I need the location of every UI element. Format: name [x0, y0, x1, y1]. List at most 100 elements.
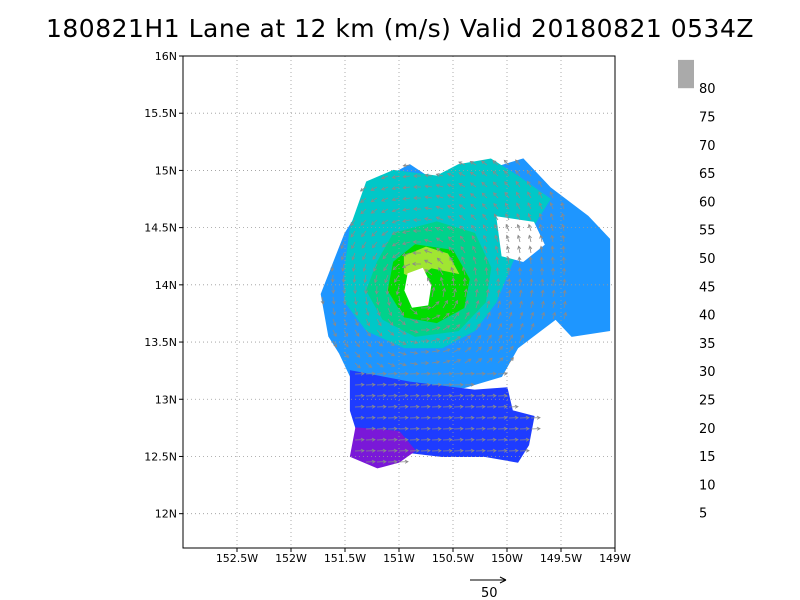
wind-vector-373 — [431, 382, 442, 387]
wind-vector-296 — [464, 323, 471, 331]
wind-vector-336 — [508, 345, 514, 353]
wind-vector-66 — [470, 203, 477, 210]
wind-vector-152 — [517, 245, 522, 254]
wind-vector-156 — [561, 245, 566, 254]
wind-vector-128 — [483, 234, 488, 243]
wind-vector-388 — [475, 393, 486, 398]
wind-vector-356 — [398, 371, 409, 376]
wind-vector-30 — [458, 183, 466, 188]
wind-vector-366 — [354, 382, 365, 387]
wind-vector-87 — [482, 213, 488, 221]
wind-vector-245 — [387, 307, 392, 317]
wind-vector-259 — [541, 300, 545, 309]
wind-vector-412 — [420, 415, 431, 420]
wind-vector-26 — [413, 185, 421, 189]
wind-vector-283 — [563, 311, 567, 320]
wind-vector-351 — [508, 357, 514, 364]
colorbar: 5 10 15 20 25 30 35 40 45 50 55 60 65 70 75 80 — [678, 59, 716, 522]
wind-vector-345 — [442, 359, 451, 364]
wind-vector-192 — [495, 266, 500, 276]
wind-vector-379 — [376, 393, 387, 398]
wind-vector-164 — [401, 263, 411, 269]
wind-vector-233 — [496, 289, 501, 298]
wind-vector-143 — [412, 250, 422, 255]
wind-vector-474 — [398, 459, 409, 464]
wind-vector-342 — [409, 361, 419, 366]
wind-vector-232 — [485, 288, 490, 298]
wind-vector-54 — [538, 191, 543, 199]
wind-vector-407 — [365, 415, 376, 420]
wind-vector-341 — [398, 362, 407, 367]
wind-vector-402 — [475, 404, 486, 409]
wind-vector-4 — [492, 160, 499, 166]
wind-vector-323 — [365, 351, 372, 358]
colorbar-label-25: 25 — [699, 394, 716, 409]
wind-vector-217 — [551, 278, 556, 287]
wind-vector-196 — [540, 267, 544, 275]
wind-vector-243 — [365, 307, 370, 316]
wind-vector-289 — [387, 329, 395, 336]
wind-region-6 — [349, 427, 416, 469]
wind-vector-137 — [351, 252, 356, 261]
colorbar-label-80: 80 — [699, 82, 716, 97]
wind-vector-44 — [424, 195, 433, 200]
wind-vector-97 — [371, 230, 378, 237]
wind-vector-100 — [401, 230, 411, 234]
lon-tick-label-2: 151.5W — [324, 552, 366, 565]
wind-vector-253 — [475, 299, 480, 309]
wind-vector-372 — [420, 382, 431, 387]
wind-vector-278 — [508, 311, 513, 320]
wind-vector-157 — [330, 263, 335, 272]
wind-vector-270 — [420, 316, 431, 321]
wind-vector-168 — [449, 256, 455, 265]
wind-vector-363 — [475, 371, 486, 376]
wind-vector-14 — [458, 172, 466, 177]
colorbar-label-70: 70 — [699, 139, 716, 154]
wind-vector-252 — [464, 299, 469, 309]
wind-vector-255 — [497, 300, 502, 309]
wind-vector-31 — [469, 182, 477, 188]
wind-vector-38 — [360, 197, 367, 203]
wind-vector-191 — [484, 266, 489, 276]
wind-vector-421 — [519, 415, 530, 420]
wind-vector-229 — [452, 288, 457, 298]
wind-vector-384 — [431, 393, 442, 398]
wind-vector-154 — [539, 245, 544, 254]
wind-vector-463 — [442, 448, 453, 453]
lat-tick-label-6: 15N — [155, 164, 177, 177]
wind-vector-264 — [354, 318, 359, 327]
wind-vector-226 — [398, 296, 402, 307]
wind-vector-401 — [464, 404, 475, 409]
wind-vector-17 — [492, 170, 499, 177]
lon-tick-label-4: 150.5W — [432, 552, 474, 565]
wind-vector-348 — [475, 358, 483, 364]
wind-vector-277 — [497, 311, 502, 320]
wind-vector-359 — [431, 371, 442, 376]
wind-vector-201 — [353, 285, 358, 295]
wind-vector-434 — [486, 426, 497, 431]
wind-vector-84 — [447, 215, 455, 221]
wind-vector-436 — [508, 426, 519, 431]
wind-vector-172 — [495, 256, 500, 265]
wind-vector-122 — [412, 240, 422, 244]
wind-vector-346 — [453, 359, 462, 364]
wind-vector-2 — [469, 161, 477, 166]
wind-vector-145 — [436, 247, 444, 254]
wind-vector-21 — [359, 186, 367, 192]
wind-vector-11 — [424, 173, 433, 178]
wind-vector-49 — [481, 192, 488, 199]
wind-vector-330 — [442, 348, 451, 353]
storm-eye — [404, 267, 432, 308]
wind-vector-67 — [481, 203, 488, 210]
wind-vector-257 — [519, 300, 523, 309]
lat-tick-label-0: 12N — [155, 508, 177, 521]
wind-vector-142 — [401, 252, 411, 257]
wind-vector-313 — [442, 337, 451, 342]
wind-vector-202 — [364, 285, 368, 295]
wind-vector-207 — [439, 276, 444, 287]
wind-vector-53 — [527, 191, 532, 199]
wind-vector-444 — [409, 437, 420, 442]
wind-vector-208 — [451, 277, 456, 287]
colorbar-label-50: 50 — [699, 252, 716, 267]
wind-vector-174 — [517, 256, 522, 265]
